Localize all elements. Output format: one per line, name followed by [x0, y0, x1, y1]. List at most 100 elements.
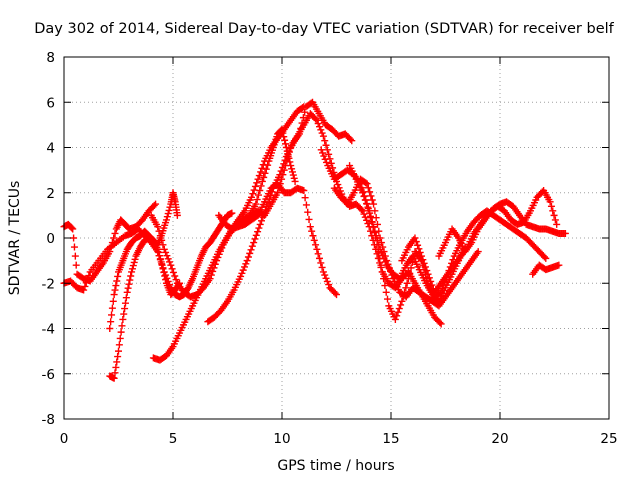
data-point [108, 311, 116, 319]
data-point [319, 132, 327, 140]
data-point [243, 257, 251, 265]
data-point [254, 191, 262, 199]
data-point [403, 279, 411, 287]
data-point [379, 243, 387, 251]
data-point [169, 268, 177, 276]
data-point [121, 305, 129, 313]
data-point [69, 225, 77, 233]
data-point [162, 276, 170, 284]
data-point [300, 186, 308, 194]
data-point [322, 158, 330, 166]
data-point [277, 167, 285, 175]
data-point [241, 263, 249, 271]
data-point [412, 238, 420, 246]
y-tick-label: 4 [46, 141, 55, 157]
data-point [561, 229, 569, 237]
data-point [111, 286, 119, 294]
data-point [156, 232, 164, 240]
data-point [109, 297, 117, 305]
y-tick-label: -2 [42, 276, 55, 292]
data-point [333, 291, 340, 299]
y-tick-label: 2 [46, 186, 55, 202]
data-point [367, 192, 375, 200]
data-point [159, 241, 167, 249]
data-point [363, 216, 371, 224]
data-point [281, 136, 289, 144]
data-point [209, 267, 217, 275]
data-point [275, 184, 283, 192]
data-point [107, 318, 115, 326]
data-point [318, 263, 326, 271]
data-point [551, 216, 559, 224]
data-point [407, 264, 415, 272]
data-point [257, 168, 265, 176]
data-point [550, 211, 558, 219]
data-point [71, 252, 79, 260]
data-point [306, 223, 314, 231]
data-point [428, 281, 436, 289]
x-axis-label: GPS time / hours [277, 458, 394, 474]
data-point [70, 234, 78, 242]
data-point [250, 239, 258, 247]
x-tick-label: 15 [382, 431, 399, 447]
data-point [127, 272, 135, 280]
data-point [423, 267, 431, 275]
y-tick-label: -4 [42, 322, 55, 338]
data-point [262, 165, 270, 173]
data-point [331, 289, 339, 297]
y-tick-label: 6 [46, 95, 55, 111]
data-point [346, 135, 354, 143]
data-point [242, 260, 250, 268]
data-point [364, 203, 372, 211]
data-point [130, 258, 138, 266]
data-point [309, 232, 317, 240]
data-point [155, 252, 163, 260]
data-point [368, 218, 376, 226]
data-point [253, 179, 261, 187]
data-point [152, 200, 160, 208]
data-point [301, 108, 309, 116]
data-point [162, 216, 170, 224]
data-point [158, 236, 166, 244]
data-point [244, 253, 252, 261]
data-point [310, 236, 318, 244]
data-point [321, 155, 329, 163]
data-point [115, 347, 122, 355]
data-point [258, 164, 266, 172]
data-point [158, 261, 166, 269]
data-point [395, 305, 403, 313]
data-point [549, 207, 557, 215]
data-point [286, 158, 294, 166]
data-point [285, 148, 293, 156]
data-point [81, 282, 89, 290]
series-sat-09 [234, 110, 445, 328]
data-point [164, 210, 172, 218]
data-point [111, 229, 119, 237]
data-point [436, 289, 444, 297]
series-sat-15 [529, 261, 563, 278]
data-point [322, 141, 330, 149]
data-point [110, 291, 118, 299]
data-point [424, 270, 432, 278]
data-point [156, 255, 164, 263]
data-point [373, 220, 381, 228]
data-point [237, 272, 245, 280]
data-point [542, 254, 550, 262]
data-point [360, 210, 368, 218]
data-point [398, 297, 406, 305]
data-point [166, 258, 174, 266]
data-point [255, 224, 263, 232]
data-point [302, 201, 310, 209]
data-point [377, 261, 385, 269]
data-point [291, 177, 299, 185]
data-point [381, 252, 389, 260]
data-point [553, 220, 561, 228]
data-point [313, 245, 321, 253]
data-point [305, 215, 313, 223]
data-point [280, 166, 288, 174]
data-point [317, 126, 325, 134]
data-point [301, 194, 309, 202]
data-point [150, 201, 158, 209]
data-point [251, 235, 259, 243]
tick-layer: 0 5 10 15 20 25 -8 -6 -4 -2 0 2 4 6 8 [42, 50, 618, 447]
